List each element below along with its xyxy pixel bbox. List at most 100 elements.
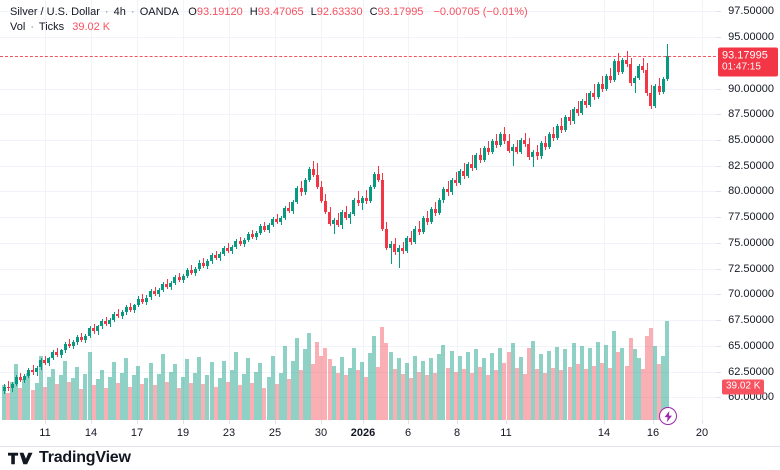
candle-body-up bbox=[27, 369, 30, 376]
volume-bar-up bbox=[246, 358, 250, 420]
candle-body-up bbox=[519, 140, 522, 153]
volume-bar-up bbox=[271, 355, 275, 420]
price-axis[interactable]: 97.50000 95.00000 90.00000 87.50000 85.00000… bbox=[716, 0, 780, 420]
volume-bar-up bbox=[283, 345, 287, 420]
gridline-horizontal bbox=[0, 114, 716, 115]
candle-body-up bbox=[291, 201, 294, 211]
time-axis-label: 8 bbox=[453, 427, 461, 439]
candle-body-up bbox=[173, 276, 176, 284]
candle-body-down bbox=[409, 237, 412, 242]
candle-body-down bbox=[418, 228, 421, 232]
candle-body-up bbox=[548, 133, 551, 148]
chart-plot-area[interactable] bbox=[0, 0, 716, 420]
price-axis-label: 90.00000 bbox=[728, 82, 774, 95]
volume-bar-down bbox=[328, 359, 332, 420]
realtime-lightning-icon[interactable] bbox=[659, 407, 677, 425]
volume-bar-down bbox=[226, 381, 230, 420]
candle-wick bbox=[334, 218, 335, 234]
volume-bar-up bbox=[307, 333, 311, 420]
candle-body-up bbox=[11, 383, 14, 389]
volume-axis-badge: 39.02 K bbox=[722, 379, 765, 395]
candle-body-down bbox=[55, 352, 58, 356]
candle-body-down bbox=[454, 180, 457, 184]
candle-body-down bbox=[31, 369, 34, 372]
volume-bar-down bbox=[393, 369, 397, 420]
volume-bar-up bbox=[71, 377, 75, 420]
gridline-horizontal bbox=[0, 166, 716, 167]
time-axis-tick bbox=[321, 420, 322, 424]
ohlc-h: H93.47065 bbox=[250, 6, 304, 18]
gridline-vertical bbox=[137, 0, 138, 420]
volume-bar-up bbox=[332, 365, 336, 420]
time-axis[interactable]: 11 14 17 19 23 25 30 2026 6 8 11 14 16 20 bbox=[0, 420, 780, 446]
candle-body-up bbox=[182, 275, 185, 280]
price-axis-tick bbox=[716, 166, 721, 167]
time-axis-tick bbox=[45, 420, 46, 424]
gridline-vertical bbox=[229, 0, 230, 420]
candle-body-up bbox=[247, 233, 250, 240]
candle-body-down bbox=[401, 248, 404, 252]
volume-bar-up bbox=[563, 349, 567, 420]
candle-wick bbox=[594, 84, 595, 100]
volume-bar-down bbox=[502, 363, 506, 420]
candle-body-up bbox=[653, 86, 656, 107]
candle-body-down bbox=[153, 291, 156, 295]
volume-bar-up bbox=[429, 358, 433, 420]
candle-body-up bbox=[137, 298, 140, 305]
time-axis-label: 14 bbox=[84, 427, 98, 439]
volume-bar-down bbox=[641, 369, 645, 420]
legend-separator-3: · bbox=[30, 21, 35, 33]
candle-body-down bbox=[365, 197, 368, 201]
volume-bar-up bbox=[360, 361, 364, 420]
candle-body-up bbox=[271, 219, 274, 226]
time-axis-tick bbox=[506, 420, 507, 424]
volume-bar-up bbox=[173, 364, 177, 420]
time-axis-tick bbox=[457, 420, 458, 424]
candle-body-up bbox=[194, 268, 197, 273]
ohlc-o: O93.19120 bbox=[188, 6, 242, 18]
candle-wick bbox=[610, 67, 611, 84]
volume-bar-down bbox=[384, 343, 388, 420]
candle-body-up bbox=[637, 65, 640, 79]
candle-body-down bbox=[645, 70, 648, 93]
candle-body-up bbox=[295, 188, 298, 202]
volume-source-label: Ticks bbox=[38, 21, 65, 33]
legend-primary-row: Silver / U.S. Dollar · 4h · OANDA O93.19… bbox=[10, 5, 528, 19]
volume-bar-up bbox=[161, 354, 165, 420]
volume-bar-up bbox=[242, 374, 246, 420]
price-line-dashed bbox=[0, 55, 716, 57]
symbol-name[interactable]: Silver / U.S. Dollar bbox=[10, 6, 100, 18]
candle-body-up bbox=[430, 208, 433, 223]
volume-bar-up bbox=[51, 369, 55, 420]
candle-body-up bbox=[15, 376, 18, 384]
volume-bar-up bbox=[279, 372, 283, 420]
candle-body-up bbox=[35, 367, 38, 372]
candle-wick bbox=[525, 132, 526, 148]
price-axis-tick bbox=[716, 372, 721, 373]
candle-wick bbox=[8, 380, 9, 392]
gridline-horizontal bbox=[0, 269, 716, 270]
volume-label[interactable]: Vol bbox=[10, 21, 26, 33]
candle-body-up bbox=[283, 207, 286, 219]
candle-body-down bbox=[560, 125, 563, 130]
volume-bar-up bbox=[539, 354, 543, 420]
candle-body-down bbox=[434, 208, 437, 214]
volume-bar-down bbox=[478, 366, 482, 420]
candle-wick bbox=[427, 211, 428, 226]
volume-bar-up bbox=[637, 358, 641, 420]
interval-label[interactable]: 4h bbox=[113, 6, 126, 18]
price-axis-tick bbox=[716, 114, 721, 115]
time-axis-label: 17 bbox=[130, 427, 144, 439]
candle-body-down bbox=[336, 220, 339, 226]
tradingview-logo[interactable]: TradingView bbox=[8, 450, 131, 466]
volume-bar-down bbox=[214, 386, 218, 420]
candle-body-down bbox=[320, 187, 323, 201]
volume-bar-up bbox=[368, 353, 372, 420]
candle-body-up bbox=[332, 220, 335, 225]
volume-bar-up bbox=[572, 343, 576, 420]
volume-bar-up bbox=[144, 377, 148, 420]
gridline-horizontal bbox=[0, 320, 716, 321]
volume-bar-up bbox=[450, 350, 454, 420]
volume-bar-up bbox=[218, 377, 222, 420]
